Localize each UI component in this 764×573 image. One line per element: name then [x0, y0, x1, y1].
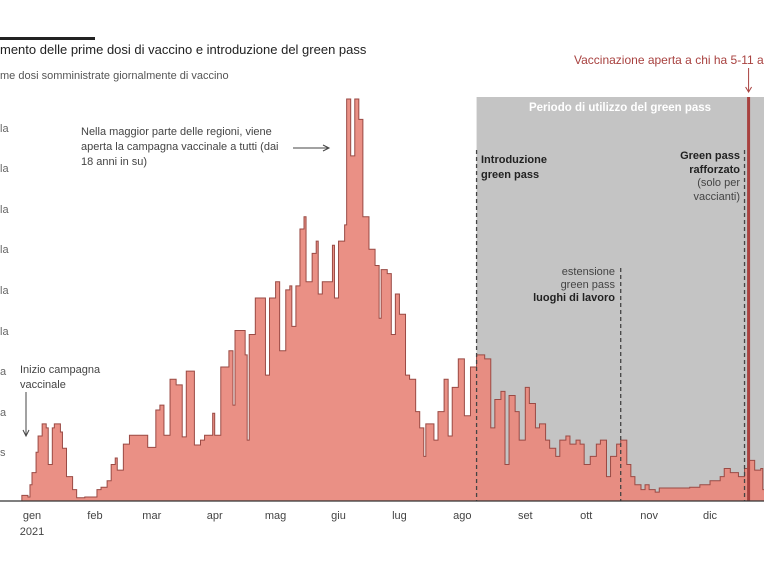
annotation-line: vaccinale	[20, 379, 66, 391]
x-year-label: 2021	[19, 526, 45, 538]
annotation-line: Nella maggior parte delle regioni, viene	[81, 126, 272, 138]
annotation-line: Introduzione	[481, 154, 547, 166]
chart-title: mento delle prime dosi di vaccino e intr…	[0, 42, 367, 57]
y-tick-label: a	[0, 406, 7, 419]
y-tick-label: la	[0, 122, 9, 135]
arrow-right-icon	[322, 144, 331, 152]
title-rule	[0, 37, 95, 40]
y-tick-label: a	[0, 366, 7, 379]
annotation-extension: estensione green pass luoghi di lavoro	[533, 266, 615, 305]
arrow-down-icon	[745, 86, 753, 93]
x-tick-label: mag	[264, 510, 287, 522]
x-tick-label: giu	[331, 510, 346, 522]
annotation-line: green pass	[560, 279, 615, 291]
y-tick-label: la	[0, 163, 9, 176]
x-tick-label: dic	[702, 510, 718, 522]
annotation-kids-vaccination: Vaccinazione aperta a chi ha 5-11 ann	[574, 53, 764, 67]
x-tick-label: feb	[87, 510, 103, 522]
annotation-line: (solo per	[697, 177, 740, 189]
x-tick-label: apr	[206, 510, 223, 522]
annotation-line: rafforzato	[689, 163, 740, 176]
x-tick-label: ago	[453, 510, 472, 522]
y-tick-label: s	[0, 447, 6, 460]
annotation-green-pass-intro: Introduzione green pass	[481, 153, 547, 183]
annotation-reinforced: Green pass rafforzato (solo per vacciant…	[680, 150, 740, 204]
annotation-line: 18 anni in su)	[81, 156, 148, 168]
daily-first-doses-area	[21, 98, 764, 502]
x-tick-label: ott	[580, 510, 593, 522]
y-tick-label: la	[0, 203, 9, 216]
green-pass-period-label: Periodo di utilizzo del green pass	[528, 102, 712, 114]
x-tick-label: set	[517, 510, 533, 522]
y-tick-label: la	[0, 285, 9, 297]
annotation-line: Green pass	[680, 150, 740, 162]
annotation-line: Inizio campagna	[20, 364, 101, 376]
chart-subtitle: me dosi somministrate giornalmente di va…	[0, 70, 229, 82]
x-tick-label: nov	[640, 510, 658, 522]
annotation-line: vaccianti)	[693, 190, 740, 203]
annotation-line: aperta la campagna vaccinale a tutti (da…	[81, 141, 279, 153]
x-tick-label: lug	[392, 510, 407, 522]
annotation-line: green pass	[481, 169, 540, 181]
x-tick-label: gen	[22, 510, 42, 522]
annotation-campaign-start: Inizio campagna vaccinale	[20, 363, 100, 393]
y-tick-label: la	[0, 325, 9, 338]
annotation-open-to-all: Nella maggior parte delle regioni, viene…	[81, 125, 279, 170]
annotation-line: luoghi di lavoro	[533, 292, 615, 304]
annotation-line: estensione	[561, 266, 615, 278]
arrow-down-icon	[22, 429, 30, 438]
x-tick-label: mar	[142, 510, 162, 522]
y-tick-label: la	[0, 244, 9, 257]
